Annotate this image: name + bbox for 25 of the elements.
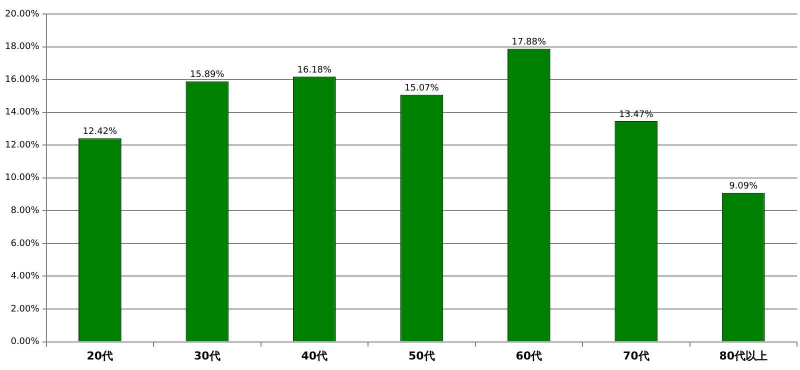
data-label: 9.09% [729,182,758,192]
data-label: 12.42% [82,127,118,138]
y-tick-label: 0.00% [10,337,40,348]
x-tick-label: 50代 [408,349,435,362]
y-tick-label: 2.00% [10,304,40,314]
y-tick-label: 6.00% [10,238,40,249]
data-label: 15.07% [404,84,440,94]
y-tick-label: 20.00% [4,9,40,20]
y-tick-label: 16.00% [4,74,40,85]
y-tick-label: 14.00% [4,108,40,118]
data-label: 17.88% [512,38,546,48]
y-tick-label: 8.00% [10,206,40,216]
x-tick-label: 60代 [516,349,542,362]
data-label: 13.47% [618,110,654,120]
y-tick-label: 4.00% [10,272,40,282]
x-tick-label: 40代 [301,349,328,362]
x-tick-label: 80代以上 [719,349,768,362]
x-tick-label: 20代 [86,349,114,362]
y-tick-label: 12.00% [4,140,40,150]
data-label: 16.18% [297,65,332,76]
x-tick-label: 70代 [622,349,650,362]
y-tick-label: 10.00% [4,173,40,184]
data-label: 15.89% [190,70,225,80]
y-tick-label: 18.00% [4,42,40,52]
x-tick-label: 30代 [194,349,220,362]
